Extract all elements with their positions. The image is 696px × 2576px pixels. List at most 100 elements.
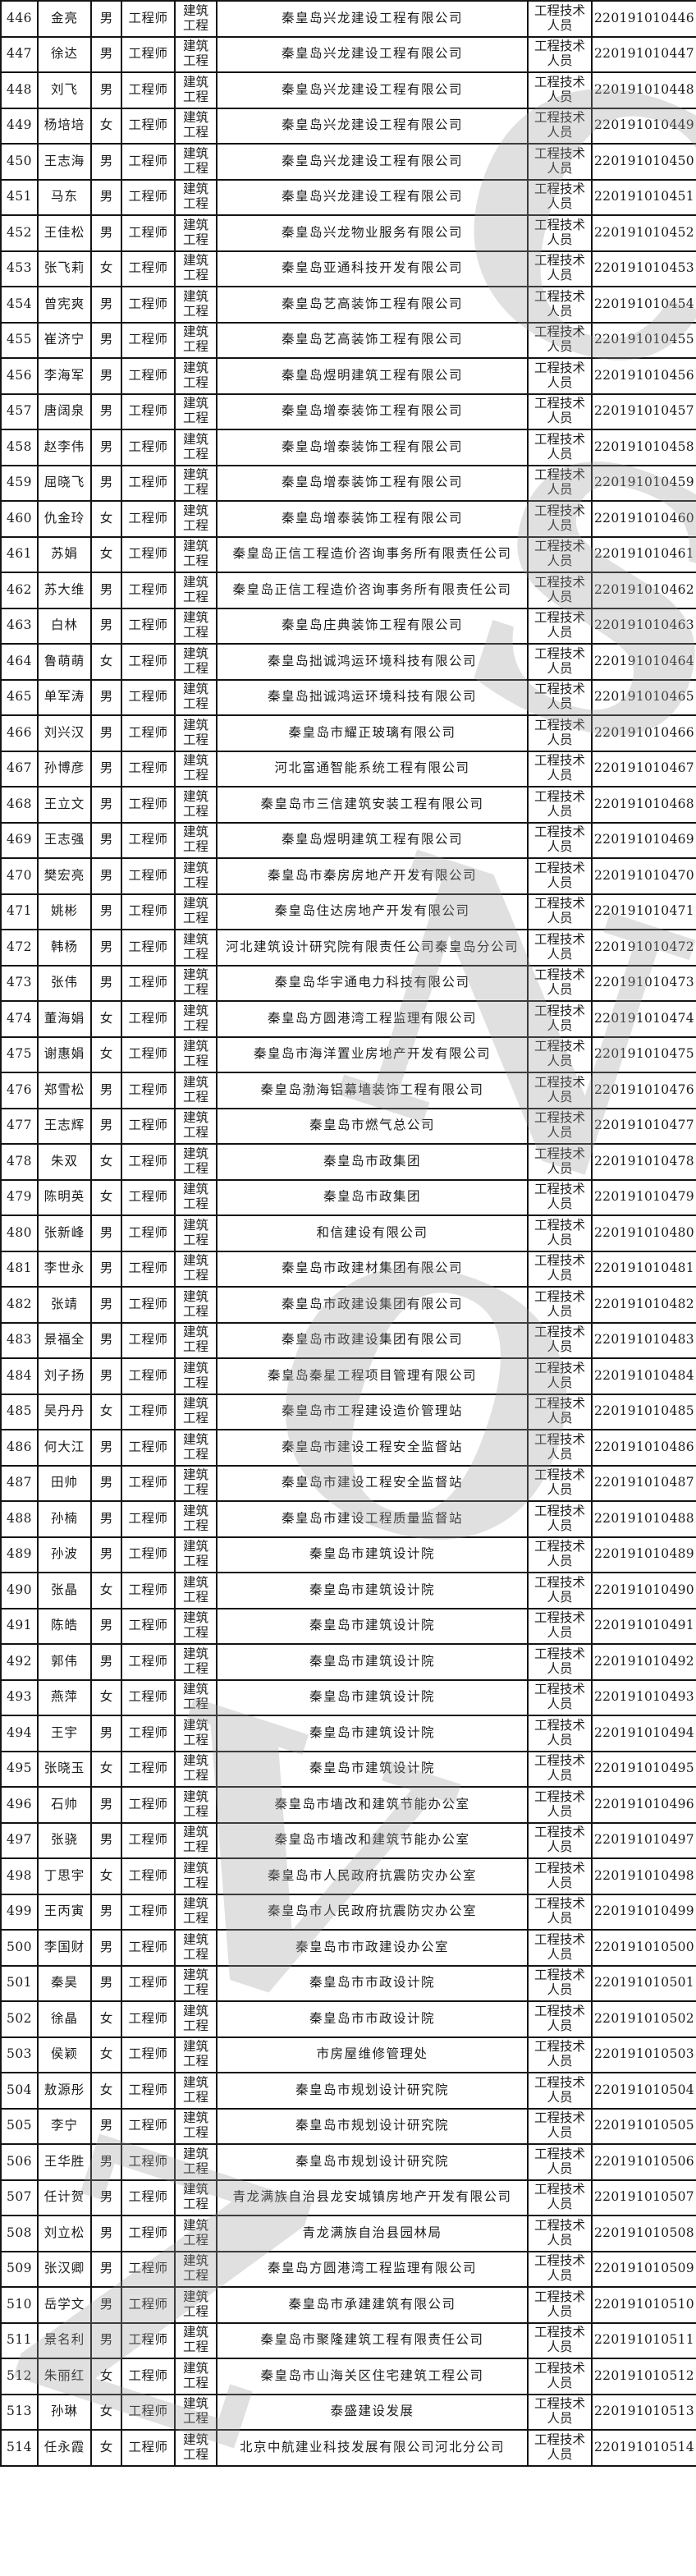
cell-certificate-number: 220191010461 (591, 535, 696, 573)
cell-category: 工程技术人员 (527, 1321, 593, 1359)
cell-gender: 男 (90, 0, 122, 38)
cell-certificate-number: 220191010478 (591, 1143, 696, 1181)
cell-name: 王佳松 (37, 214, 92, 252)
cell-company: 秦皇岛市海洋置业房地产开发有限公司 (216, 1035, 529, 1073)
cell-category: 工程技术人员 (527, 464, 593, 502)
cell-row-number: 495 (0, 1750, 39, 1788)
cell-gender: 男 (90, 929, 122, 967)
cell-major: 建筑工程 (174, 607, 218, 645)
cell-category: 工程技术人员 (527, 1000, 593, 1038)
cell-row-number: 480 (0, 1215, 39, 1252)
cell-row-number: 494 (0, 1715, 39, 1752)
cell-name: 秦昊 (37, 1964, 92, 2002)
cell-title: 工程师 (121, 1286, 176, 1324)
cell-gender: 女 (90, 643, 122, 681)
cell-title: 工程师 (121, 357, 176, 395)
cell-category: 工程技术人员 (527, 857, 593, 895)
cell-category: 工程技术人员 (527, 1429, 593, 1467)
cell-name: 刘兴汉 (37, 714, 92, 752)
cell-gender: 男 (90, 750, 122, 787)
table-row: 467 孙博彦男工程师 建筑工程 河北富通智能系统工程有限公司 工程技术人员 220191… (0, 750, 696, 787)
cell-category: 工程技术人员 (527, 643, 593, 681)
table-row: 501 秦昊男工程师 建筑工程 秦皇岛市市政设计院 工程技术人员 220191010501 (0, 1964, 696, 2002)
cell-category: 工程技术人员 (527, 678, 593, 716)
cell-category: 工程技术人员 (527, 1143, 593, 1181)
cell-certificate-number: 220191010476 (591, 1072, 696, 1109)
cell-title: 工程师 (121, 286, 176, 324)
cell-company: 秦皇岛市建筑设计院 (216, 1643, 529, 1681)
cell-name: 白林 (37, 607, 92, 645)
cell-row-number: 477 (0, 1107, 39, 1145)
cell-certificate-number: 220191010452 (591, 214, 696, 252)
cell-name: 孙博彦 (37, 750, 92, 787)
cell-category: 工程技术人员 (527, 1107, 593, 1145)
cell-company: 秦皇岛艺高装饰工程有限公司 (216, 286, 529, 324)
table-row: 472 韩杨男工程师 建筑工程 河北建筑设计研究院有限责任公司秦皇岛分公司 工程技术人员… (0, 929, 696, 967)
cell-name: 王志辉 (37, 1107, 92, 1145)
cell-category: 工程技术人员 (527, 1786, 593, 1824)
cell-category: 工程技术人员 (527, 1500, 593, 1538)
table-row: 448 刘飞男工程师 建筑工程 秦皇岛兴龙建设工程有限公司 工程技术人员 22019101… (0, 71, 696, 109)
cell-major: 建筑工程 (174, 1000, 218, 1038)
cell-title: 工程师 (121, 1678, 176, 1716)
cell-company: 河北富通智能系统工程有限公司 (216, 750, 529, 787)
cell-certificate-number: 220191010470 (591, 857, 696, 895)
cell-major: 建筑工程 (174, 429, 218, 466)
cell-name: 张晶 (37, 1572, 92, 1609)
cell-row-number: 504 (0, 2072, 39, 2110)
table-row: 505 李宁男工程师 建筑工程 秦皇岛市规划设计研究院 工程技术人员 2201910105… (0, 2107, 696, 2145)
cell-major: 建筑工程 (174, 1500, 218, 1538)
cell-major: 建筑工程 (174, 750, 218, 787)
cell-name: 刘子扬 (37, 1357, 92, 1395)
cell-major: 建筑工程 (174, 1143, 218, 1181)
cell-gender: 女 (90, 1857, 122, 1895)
table-row: 464 鲁萌萌女工程师 建筑工程 秦皇岛拙诚鸿运环境科技有限公司 工程技术人员 22019… (0, 643, 696, 681)
cell-title: 工程师 (121, 2250, 176, 2288)
cell-row-number: 466 (0, 714, 39, 752)
cell-certificate-number: 220191010448 (591, 71, 696, 109)
cell-name: 王丙寅 (37, 1893, 92, 1931)
cell-name: 孙波 (37, 1536, 92, 1573)
cell-major: 建筑工程 (174, 1250, 218, 1288)
cell-category: 工程技术人员 (527, 2321, 593, 2359)
cell-category: 工程技术人员 (527, 250, 593, 287)
cell-gender: 男 (90, 1643, 122, 1681)
table-row: 486 何大江男工程师 建筑工程 秦皇岛市建设工程安全监督站 工程技术人员 2201910… (0, 1429, 696, 1467)
cell-name: 朱丽红 (37, 2358, 92, 2395)
cell-company: 泰盛建设发展 (216, 2393, 529, 2431)
cell-gender: 男 (90, 393, 122, 430)
cell-title: 工程师 (121, 464, 176, 502)
cell-name: 仇金玲 (37, 500, 92, 538)
cell-category: 工程技术人员 (527, 893, 593, 930)
cell-major: 建筑工程 (174, 2321, 218, 2359)
cell-major: 建筑工程 (174, 2000, 218, 2038)
cell-gender: 男 (90, 1429, 122, 1467)
table-row: 491 陈皓男工程师 建筑工程 秦皇岛市建筑设计院 工程技术人员 220191010491 (0, 1607, 696, 1645)
cell-title: 工程师 (121, 500, 176, 538)
cell-name: 郭伟 (37, 1643, 92, 1681)
table-row: 487 田帅男工程师 建筑工程 秦皇岛市建设工程安全监督站 工程技术人员 22019101… (0, 1464, 696, 1502)
cell-row-number: 481 (0, 1250, 39, 1288)
cell-major: 建筑工程 (174, 1857, 218, 1895)
cell-gender: 男 (90, 1215, 122, 1252)
cell-gender: 男 (90, 2107, 122, 2145)
cell-gender: 男 (90, 35, 122, 73)
cell-gender: 女 (90, 2072, 122, 2110)
cell-name: 丁思宇 (37, 1857, 92, 1895)
cell-title: 工程师 (121, 1107, 176, 1145)
cell-gender: 女 (90, 2036, 122, 2073)
table-row: 488 孙楠男工程师 建筑工程 秦皇岛市建设工程质量监督站 工程技术人员 22019101… (0, 1500, 696, 1538)
cell-category: 工程技术人员 (527, 1072, 593, 1109)
table-row: 470 樊宏亮男工程师 建筑工程 秦皇岛市秦房房地产开发有限公司 工程技术人员 22019… (0, 857, 696, 895)
cell-major: 建筑工程 (174, 572, 218, 609)
cell-certificate-number: 220191010446 (591, 0, 696, 38)
cell-row-number: 468 (0, 786, 39, 824)
cell-row-number: 496 (0, 1786, 39, 1824)
cell-title: 工程师 (121, 1357, 176, 1395)
cell-category: 工程技术人员 (527, 1821, 593, 1859)
cell-gender: 男 (90, 321, 122, 359)
table-row: 478 朱双女工程师 建筑工程 秦皇岛市政集团 工程技术人员 220191010478 (0, 1143, 696, 1181)
cell-category: 工程技术人员 (527, 750, 593, 787)
cell-certificate-number: 220191010486 (591, 1429, 696, 1467)
cell-company: 秦皇岛增泰装饰工程有限公司 (216, 500, 529, 538)
